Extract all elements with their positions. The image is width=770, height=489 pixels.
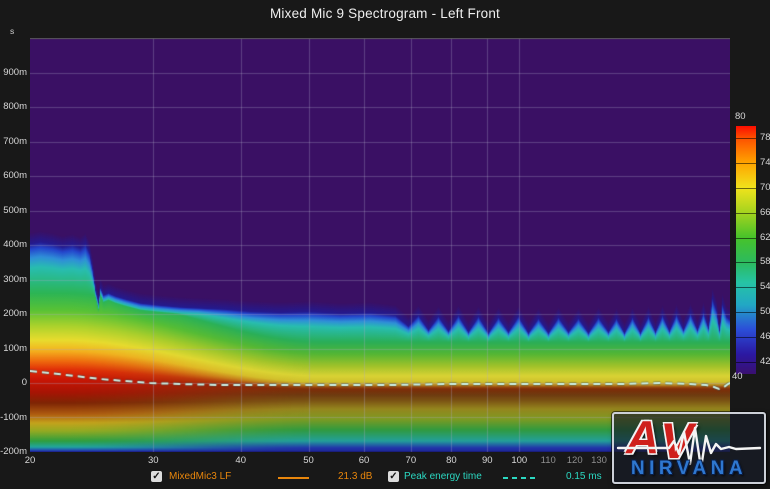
colorbar-tick <box>736 138 756 140</box>
logo-letter-a: A <box>626 411 660 463</box>
colorbar-label: 74 <box>760 157 770 169</box>
y-tick-label: 500m <box>3 204 27 216</box>
spectrogram-plot[interactable] <box>30 38 730 452</box>
x-tick-label: 50 <box>303 455 314 466</box>
logo-letter-v: V <box>660 413 694 469</box>
y-tick-label: 700m <box>3 135 27 147</box>
peak-energy-value: 0.15 ms <box>566 471 602 482</box>
colorbar-tick <box>736 262 756 264</box>
peak-energy-checkbox[interactable]: ✓ <box>388 471 399 482</box>
colorbar-label: 50 <box>760 306 770 317</box>
x-tick-label-minor: 120 <box>566 455 583 466</box>
y-tick-label: 300m <box>3 273 27 285</box>
x-tick-label-minor: 130 <box>591 455 607 466</box>
y-tick-label: -100m <box>0 411 27 423</box>
logo-waveform-icon <box>616 426 762 470</box>
colorbar-tick <box>736 237 756 239</box>
peak-energy-line-sample <box>503 477 539 479</box>
trace-level-value: 21.3 dB <box>338 471 373 482</box>
y-tick-label: 800m <box>3 101 27 112</box>
y-tick-label: 0 <box>21 377 27 388</box>
trace-checkbox[interactable]: ✓ <box>151 471 162 482</box>
y-tick-label: 400m <box>3 239 27 250</box>
av-nirvana-logo: A V NIRVANA <box>612 411 766 484</box>
logo-name-text: NIRVANA <box>630 458 748 479</box>
colorbar-tick <box>736 212 756 214</box>
y-tick-label: 600m <box>3 170 27 181</box>
colorbar-label: 70 <box>760 182 770 193</box>
x-tick-label: 20 <box>24 455 36 466</box>
peak-energy-label: Peak energy time <box>404 471 482 482</box>
x-tick-label-minor: 110 <box>540 455 556 466</box>
colorbar <box>736 126 756 374</box>
page-title: Mixed Mic 9 Spectrogram - Left Front <box>269 6 501 21</box>
colorbar-tick <box>736 312 756 313</box>
x-tick-label: 30 <box>147 455 159 466</box>
y-tick-label: 100m <box>3 342 27 354</box>
colorbar-tick <box>736 336 756 338</box>
colorbar-label: 78 <box>760 132 770 144</box>
colorbar-label: 42 <box>760 355 770 367</box>
trace-line-sample <box>278 477 309 479</box>
colorbar-tick <box>736 361 756 363</box>
y-tick-label: 900m <box>3 66 27 78</box>
colorbar-tick <box>736 287 756 289</box>
colorbar-label: 62 <box>760 231 770 243</box>
trace-label: MixedMic3 LF <box>169 471 232 482</box>
x-tick-label: 80 <box>446 455 457 466</box>
colorbar-label: 46 <box>760 330 770 342</box>
colorbar-min-label: 40 <box>732 371 743 382</box>
colorbar-label: 66 <box>760 206 770 218</box>
x-tick-label: 90 <box>481 455 493 466</box>
x-tick-label: 100 <box>511 455 528 466</box>
y-axis-unit-label: s <box>10 26 15 36</box>
colorbar-tick <box>736 188 756 189</box>
x-tick-label: 70 <box>405 455 417 466</box>
colorbar-max-label: 80 <box>735 111 746 122</box>
y-tick-label: 200m <box>3 308 27 319</box>
colorbar-tick <box>736 163 756 165</box>
y-tick-label: -200m <box>0 446 27 457</box>
colorbar-label: 58 <box>760 256 770 268</box>
x-tick-label: 40 <box>235 455 247 466</box>
x-tick-label: 60 <box>358 455 370 466</box>
colorbar-label: 54 <box>760 281 770 293</box>
